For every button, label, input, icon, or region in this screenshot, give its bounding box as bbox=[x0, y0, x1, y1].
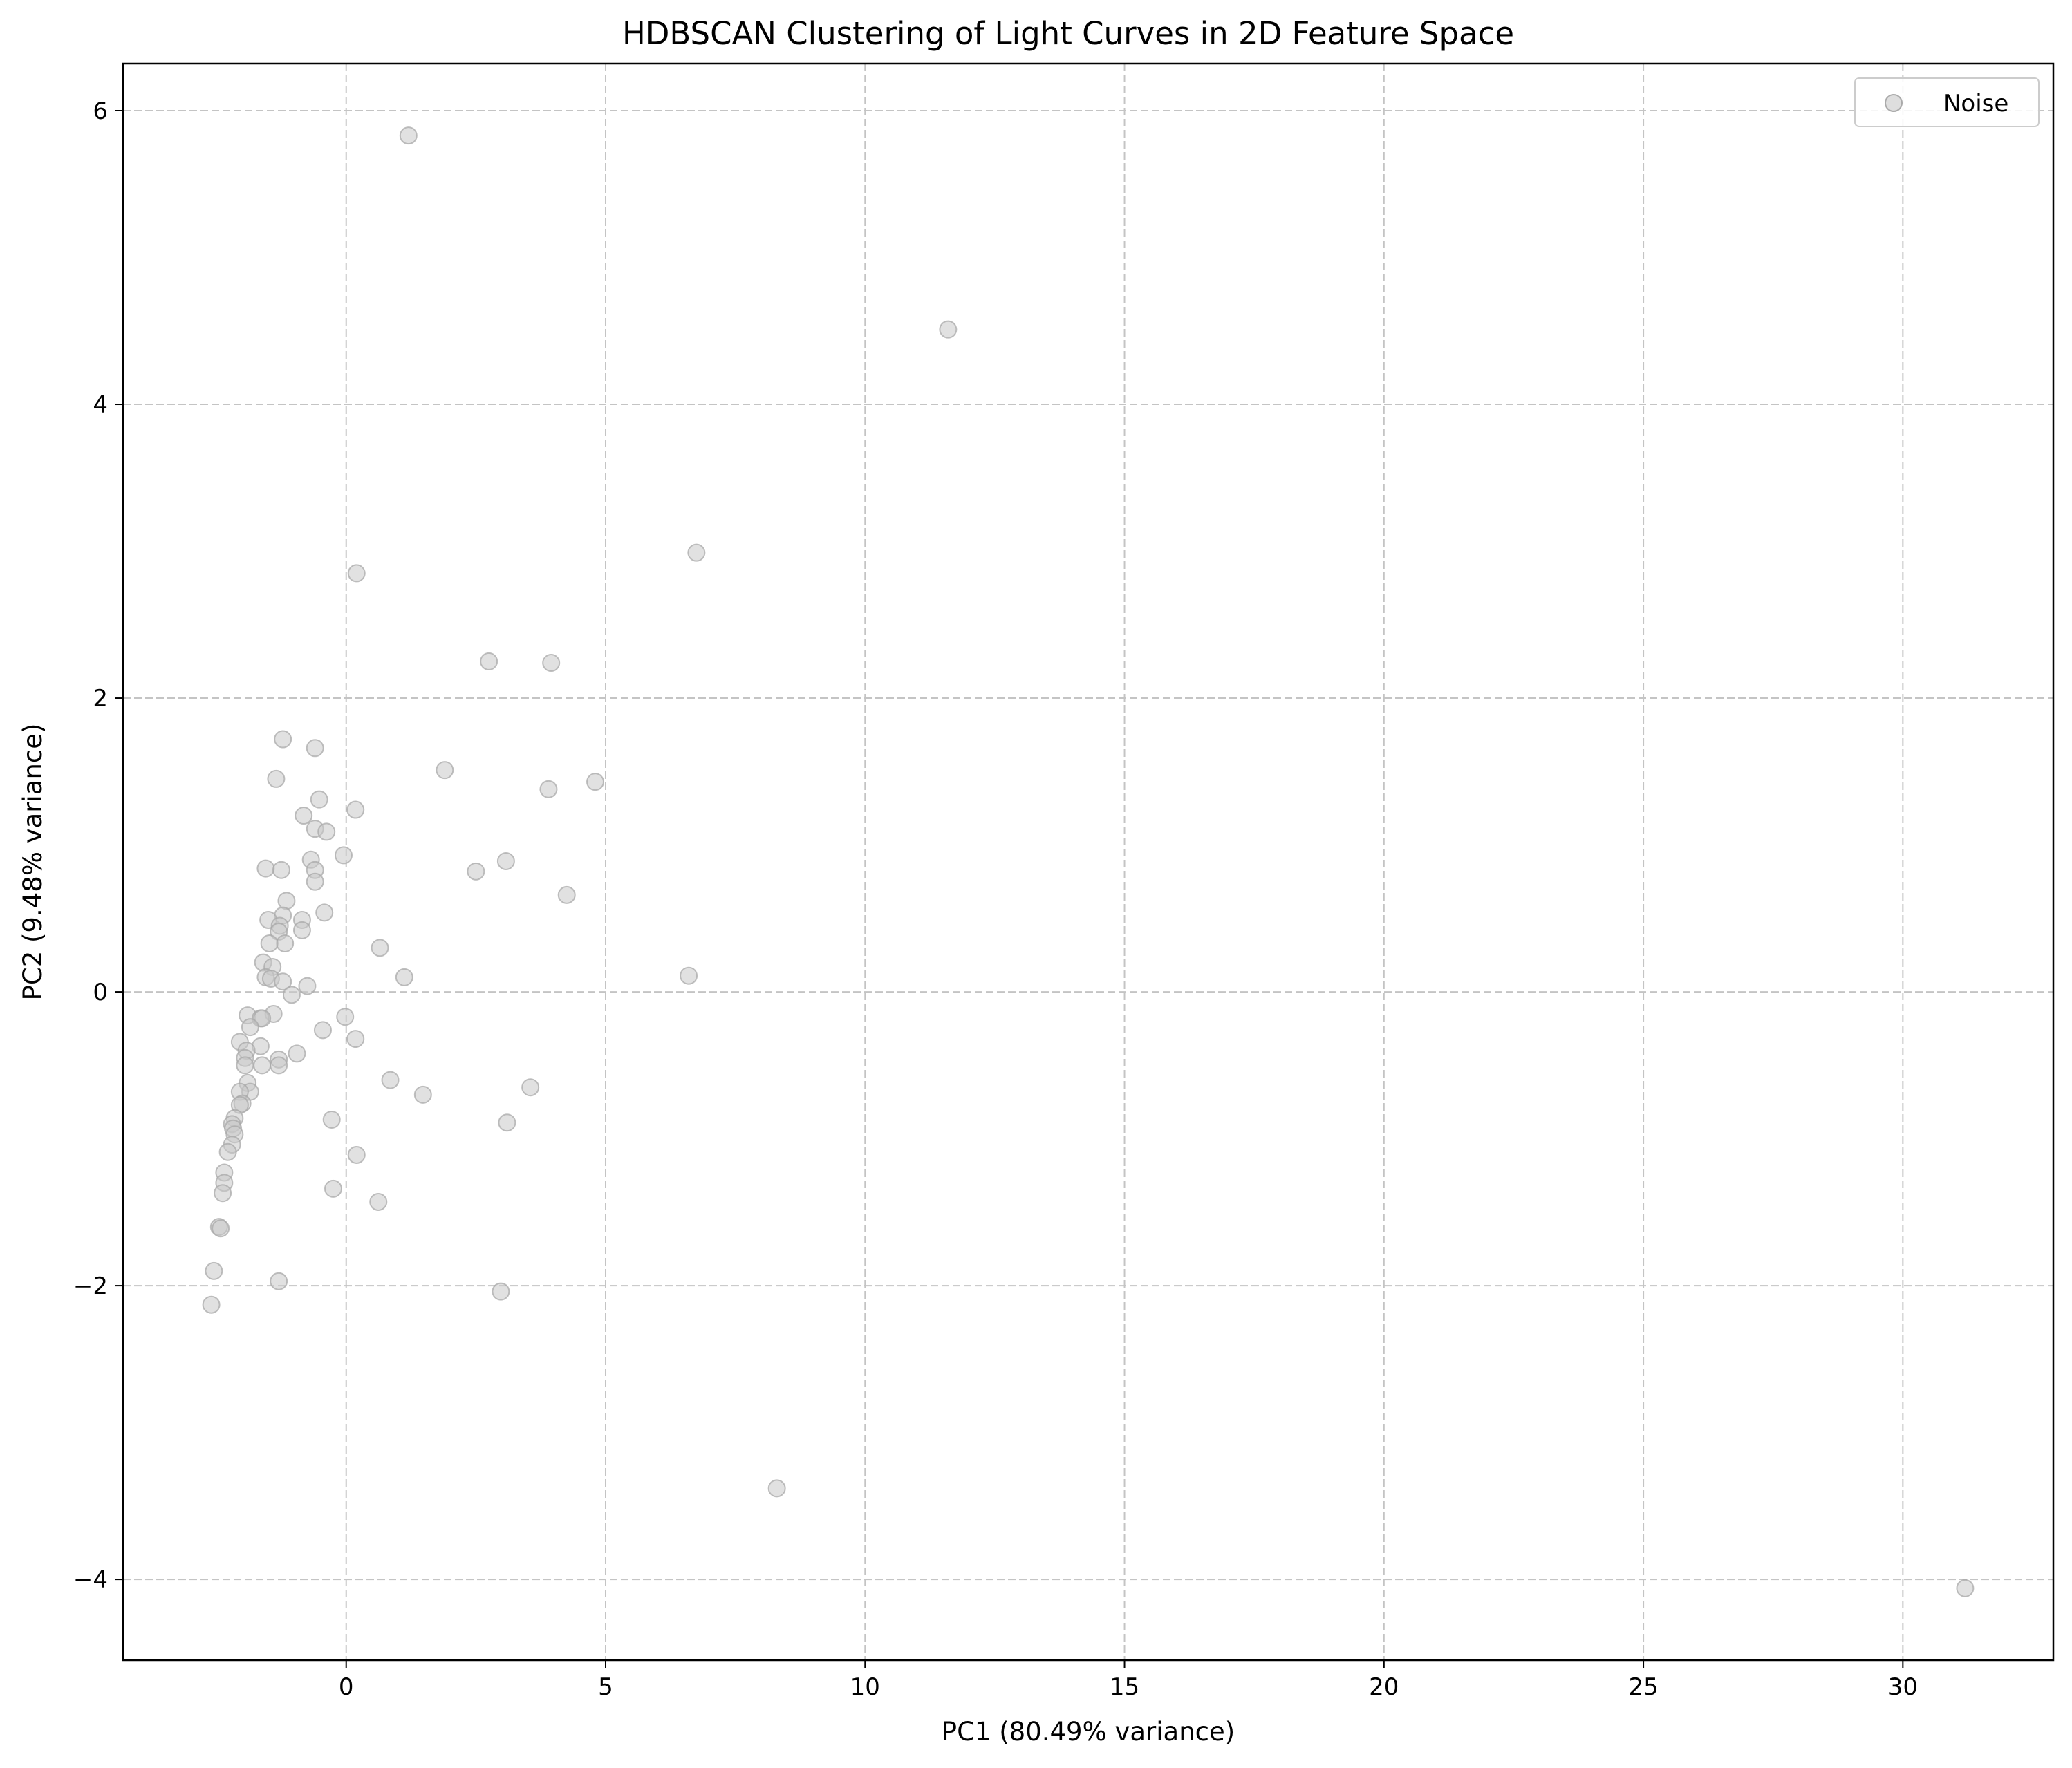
data-point bbox=[336, 1008, 355, 1026]
data-point bbox=[767, 1479, 786, 1498]
data-point bbox=[260, 934, 279, 952]
y-tick-label: 6 bbox=[93, 97, 108, 125]
data-point bbox=[322, 1110, 341, 1129]
data-point bbox=[205, 1261, 223, 1280]
data-point bbox=[253, 1009, 272, 1028]
x-tick-label: 20 bbox=[1369, 1673, 1399, 1701]
x-tick-label: 10 bbox=[850, 1673, 880, 1701]
data-point bbox=[218, 1142, 237, 1161]
data-point bbox=[557, 885, 576, 904]
x-tick-label: 25 bbox=[1628, 1673, 1658, 1701]
data-point bbox=[539, 780, 558, 798]
data-point bbox=[496, 852, 515, 870]
x-tick-label: 30 bbox=[1888, 1673, 1918, 1701]
data-point bbox=[680, 966, 698, 985]
data-point bbox=[521, 1078, 540, 1097]
data-point bbox=[202, 1295, 221, 1314]
data-point bbox=[542, 654, 561, 673]
grid-lines bbox=[123, 64, 2053, 1660]
data-point bbox=[347, 1145, 366, 1164]
data-point bbox=[306, 872, 324, 891]
data-point bbox=[270, 1272, 288, 1290]
data-point bbox=[310, 790, 328, 809]
x-tick-label: 5 bbox=[598, 1673, 613, 1701]
legend-marker-noise bbox=[1885, 94, 1903, 112]
data-point bbox=[288, 1044, 306, 1063]
chart-title: HDBSCAN Clustering of Light Curves in 2D… bbox=[622, 15, 1514, 52]
data-point bbox=[371, 939, 389, 957]
data-point bbox=[298, 977, 317, 995]
data-point bbox=[267, 769, 286, 788]
data-point bbox=[317, 822, 336, 841]
data-point bbox=[292, 921, 311, 939]
data-point bbox=[236, 1056, 254, 1075]
data-point bbox=[277, 892, 296, 910]
y-tick-label: 2 bbox=[93, 685, 108, 713]
data-point bbox=[270, 1056, 288, 1075]
plot-frame bbox=[122, 62, 2055, 1662]
data-point bbox=[324, 1179, 342, 1198]
legend: Noise bbox=[1854, 77, 2040, 127]
data-point bbox=[1956, 1579, 1975, 1597]
data-point bbox=[347, 564, 366, 583]
y-tick-label: 0 bbox=[93, 979, 108, 1006]
data-point bbox=[276, 934, 295, 952]
y-axis-label: PC2 (9.48% variance) bbox=[18, 724, 48, 1001]
data-point bbox=[939, 320, 958, 339]
data-point bbox=[313, 1021, 332, 1040]
y-axis-ticks: −4 −2 0 2 4 6 bbox=[73, 97, 123, 1594]
data-point bbox=[436, 761, 454, 780]
data-point bbox=[295, 807, 313, 825]
data-point bbox=[272, 861, 290, 879]
data-point bbox=[687, 543, 706, 562]
data-point bbox=[369, 1192, 388, 1211]
data-point bbox=[395, 968, 413, 986]
data-points bbox=[202, 126, 1975, 1597]
x-tick-label: 0 bbox=[339, 1673, 354, 1701]
data-point bbox=[214, 1184, 232, 1203]
y-tick-label: 4 bbox=[93, 391, 108, 419]
data-point bbox=[467, 862, 485, 881]
data-point bbox=[212, 1219, 230, 1238]
data-point bbox=[498, 1113, 516, 1132]
data-point bbox=[334, 846, 353, 865]
y-tick-label: −2 bbox=[73, 1272, 108, 1300]
data-point bbox=[399, 126, 418, 145]
data-point bbox=[274, 730, 292, 749]
x-axis-ticks: 0 5 10 15 20 25 30 bbox=[339, 1660, 1918, 1701]
data-point bbox=[480, 652, 498, 670]
data-point bbox=[253, 1056, 272, 1075]
data-point bbox=[381, 1071, 400, 1089]
x-axis-label: PC1 (80.49% variance) bbox=[942, 1717, 1235, 1747]
data-point bbox=[315, 903, 334, 922]
data-point bbox=[346, 1030, 365, 1048]
legend-label-noise: Noise bbox=[1943, 90, 2008, 117]
data-point bbox=[256, 859, 275, 878]
y-tick-label: −4 bbox=[73, 1566, 108, 1594]
data-point bbox=[413, 1085, 432, 1104]
x-tick-label: 15 bbox=[1110, 1673, 1139, 1701]
data-point bbox=[586, 773, 604, 791]
data-point bbox=[274, 972, 292, 991]
data-point bbox=[241, 1018, 259, 1037]
data-point bbox=[346, 800, 365, 819]
legend-box bbox=[1854, 77, 2040, 127]
data-point bbox=[282, 986, 301, 1004]
data-point bbox=[306, 739, 324, 758]
data-point bbox=[492, 1282, 510, 1301]
